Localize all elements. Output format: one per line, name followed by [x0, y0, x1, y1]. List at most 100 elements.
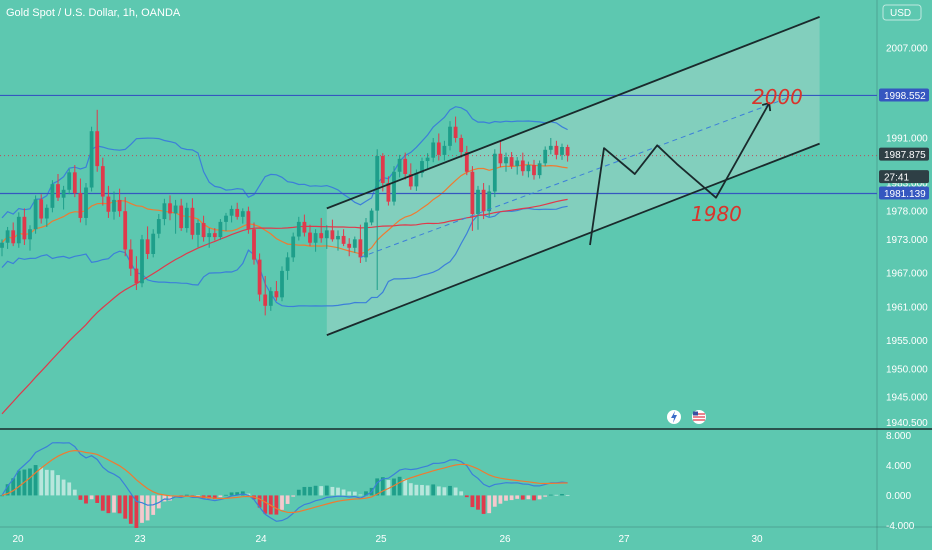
candle-body — [50, 184, 55, 208]
candle — [526, 161, 531, 178]
candle — [520, 152, 525, 176]
candle — [257, 253, 262, 302]
price-tag-level[interactable]: 1981.139 — [879, 186, 929, 201]
macd-signal-line — [1, 449, 568, 514]
candle-body — [509, 157, 514, 167]
candle-body — [459, 137, 464, 153]
candle-body — [470, 171, 475, 214]
candle — [442, 140, 447, 161]
macd-histogram-bar — [324, 485, 329, 496]
candle-body — [123, 211, 128, 250]
macd-histogram-bar — [492, 495, 497, 507]
candle-body — [291, 236, 296, 258]
currency-box[interactable] — [882, 4, 922, 21]
candle-body — [173, 205, 178, 214]
candle — [95, 109, 100, 172]
candle-body — [140, 239, 144, 284]
candle-body — [408, 174, 413, 187]
candle — [453, 116, 458, 143]
price-tag-label: 1998.552 — [884, 91, 926, 102]
price-tick-label: 1955.000 — [886, 336, 928, 347]
candle-body — [436, 142, 441, 155]
projection-arrowhead — [761, 102, 772, 112]
candle — [218, 219, 223, 240]
price-tag-countdown[interactable]: 27:41 — [879, 170, 929, 184]
macd-histogram-bar — [207, 495, 212, 499]
price-tick-label: 1983.000 — [886, 179, 928, 190]
macd-histogram-bar — [285, 495, 290, 504]
macd-histogram-bar — [414, 484, 419, 496]
candle — [39, 194, 44, 224]
macd-histogram-bar — [560, 494, 564, 496]
candle — [537, 160, 542, 179]
macd-histogram-bar — [296, 489, 301, 496]
macd-histogram-bar — [72, 489, 77, 496]
candle-body — [414, 172, 419, 187]
macd-histogram-bar — [565, 494, 570, 496]
candle — [448, 121, 452, 151]
macd-histogram-bar — [263, 495, 268, 514]
macd-histogram-bar — [145, 495, 150, 521]
candle — [100, 157, 105, 206]
candle — [386, 176, 391, 206]
candle-body — [134, 268, 139, 284]
candle-body — [78, 193, 83, 218]
candle-body — [481, 189, 486, 212]
candle — [263, 275, 268, 316]
moving-average-slow — [1, 198, 568, 415]
candle — [313, 229, 318, 252]
channel-lower-line[interactable] — [326, 142, 820, 336]
price-tag-level[interactable]: 1998.552 — [879, 88, 929, 102]
currency-label: USD — [890, 8, 911, 19]
macd-histogram-bar — [11, 478, 16, 496]
candle — [50, 180, 55, 213]
candle-body — [33, 199, 38, 230]
currency-button[interactable]: USD — [882, 4, 922, 21]
channel-upper-line[interactable] — [326, 16, 820, 210]
macd-histogram-bar — [33, 465, 38, 496]
flag-icon-canton — [693, 411, 698, 416]
candle-body — [565, 146, 570, 156]
macd-line — [1, 442, 568, 522]
time-tick-label: 20 — [12, 534, 24, 545]
candle — [22, 208, 27, 245]
candle-body — [263, 294, 268, 306]
candle — [173, 199, 178, 234]
candle — [364, 217, 368, 262]
candle — [336, 230, 340, 251]
lightning-icon[interactable] — [667, 410, 681, 424]
candle-body — [252, 229, 256, 260]
candle-body — [162, 203, 167, 220]
flag-icon[interactable] — [692, 410, 706, 424]
macd-histogram-bar — [459, 491, 464, 496]
candle-body — [296, 221, 301, 237]
candle — [324, 225, 329, 249]
candle-body — [386, 183, 391, 202]
price-tag-current[interactable]: 1987.875 — [879, 147, 929, 162]
projection-path[interactable] — [589, 102, 770, 246]
candle-body — [235, 208, 240, 217]
candle — [179, 198, 184, 231]
macd-histogram-bar — [526, 495, 531, 500]
candle-body — [476, 189, 480, 214]
macd-histogram-bar — [257, 495, 262, 508]
candle — [56, 174, 60, 202]
candle-body — [184, 207, 189, 229]
candle-body — [403, 158, 408, 175]
price-tick-label: 1940.500 — [886, 418, 928, 429]
macd-histogram-bar — [425, 485, 430, 496]
candle — [352, 236, 357, 253]
chart-icons[interactable] — [667, 410, 706, 424]
macd-histogram-bar — [420, 484, 424, 496]
macd-histogram-bar — [196, 495, 200, 497]
candle-body — [358, 239, 363, 258]
candle-body — [190, 207, 195, 235]
price-tag-label: 27:41 — [884, 173, 909, 184]
price-tag-box — [879, 88, 929, 102]
candle-body — [364, 222, 368, 258]
price-channel — [326, 16, 820, 336]
candle — [425, 153, 430, 169]
